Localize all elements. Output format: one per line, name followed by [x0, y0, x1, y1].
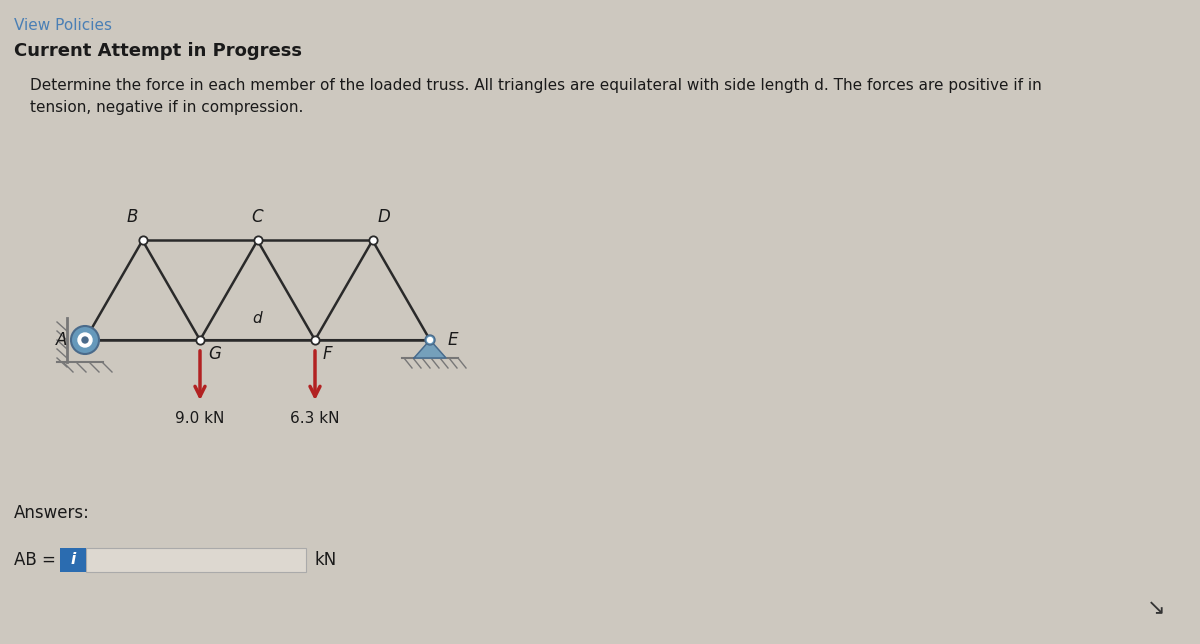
Text: 9.0 kN: 9.0 kN — [175, 411, 224, 426]
Text: AB =: AB = — [14, 551, 56, 569]
Text: ↘: ↘ — [1146, 598, 1165, 618]
Text: Current Attempt in Progress: Current Attempt in Progress — [14, 42, 302, 60]
Text: B: B — [126, 209, 138, 227]
Text: D: D — [378, 209, 390, 227]
Polygon shape — [414, 340, 446, 358]
Text: 6.3 kN: 6.3 kN — [290, 411, 340, 426]
Text: A: A — [55, 331, 67, 349]
Text: tension, negative if in compression.: tension, negative if in compression. — [30, 100, 304, 115]
Circle shape — [425, 335, 436, 345]
FancyBboxPatch shape — [86, 548, 306, 572]
Circle shape — [78, 333, 92, 347]
Text: kN: kN — [314, 551, 337, 569]
FancyBboxPatch shape — [60, 548, 86, 572]
Text: F: F — [323, 345, 332, 363]
Text: G: G — [208, 345, 221, 363]
Text: View Policies: View Policies — [14, 18, 112, 33]
Circle shape — [82, 337, 88, 343]
Text: C: C — [252, 209, 263, 227]
Text: d: d — [253, 311, 263, 326]
Circle shape — [427, 337, 432, 343]
Text: i: i — [71, 553, 76, 567]
Circle shape — [71, 326, 98, 354]
Text: Determine the force in each member of the loaded truss. All triangles are equila: Determine the force in each member of th… — [30, 78, 1042, 93]
Text: Answers:: Answers: — [14, 504, 90, 522]
Text: E: E — [448, 331, 458, 349]
